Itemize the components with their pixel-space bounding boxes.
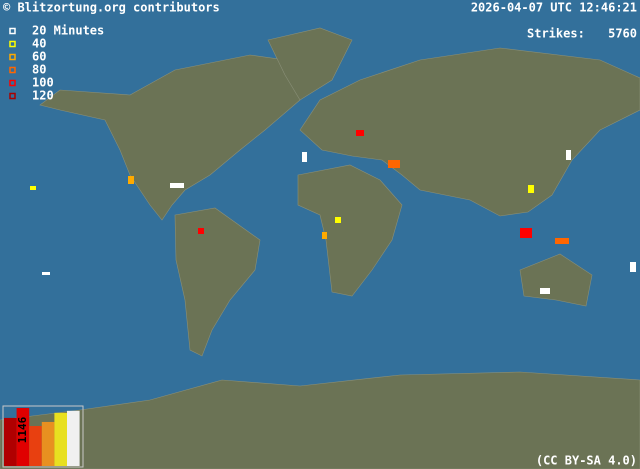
strike-cluster: [322, 232, 327, 239]
strike-cluster: [198, 228, 204, 234]
strike-cluster: [42, 272, 50, 275]
greenland: [267, 27, 353, 101]
strike-cluster: [528, 185, 534, 193]
strike-cluster: [30, 186, 36, 190]
histogram-bar: [29, 426, 42, 466]
legend-label: 60: [32, 50, 46, 64]
strike-cluster: [335, 217, 341, 223]
australia: [519, 253, 593, 307]
legend-label: 20 Minutes: [32, 24, 104, 38]
legend-label: 40: [32, 37, 46, 51]
strike-cluster: [555, 238, 569, 244]
legend-swatch: [9, 79, 16, 87]
strike-cluster: [566, 150, 571, 160]
strike-cluster: [302, 152, 307, 162]
legend-swatch: [9, 66, 16, 74]
south-america: [174, 207, 261, 357]
africa: [297, 164, 403, 297]
histogram-bar: [4, 417, 17, 466]
strike-cluster: [388, 160, 400, 168]
continents: [0, 27, 640, 469]
legend-label: 100: [32, 76, 54, 90]
strike-cluster: [170, 183, 184, 188]
histogram-label: 1146: [16, 416, 29, 443]
histogram-bar: [67, 410, 80, 466]
histogram: 1146: [2, 405, 84, 468]
legend-swatch: [9, 92, 16, 100]
legend-swatch: [9, 27, 16, 35]
timestamp: 2026-04-07 UTC 12:46:21: [471, 1, 637, 15]
histogram-bar: [54, 412, 67, 466]
strike-cluster: [630, 262, 636, 272]
strikes: [30, 130, 636, 294]
strike-cluster: [356, 130, 364, 136]
strike-cluster: [520, 228, 532, 238]
antarctica: [0, 371, 640, 469]
license: (CC BY-SA 4.0): [536, 454, 637, 468]
credit: © Blitzortung.org contributors: [3, 1, 220, 15]
legend-label: 80: [32, 63, 46, 77]
histogram-bar: [41, 421, 55, 466]
legend-swatch: [9, 53, 16, 61]
histogram-bar: [16, 408, 30, 466]
legend-swatch: [9, 40, 16, 48]
strikes-count: 5760: [608, 27, 637, 41]
legend-label: 120: [32, 89, 54, 103]
strike-cluster: [540, 288, 550, 294]
strike-cluster: [128, 176, 134, 184]
strikes-label: Strikes:: [527, 27, 585, 41]
histogram-frame: [2, 405, 84, 468]
